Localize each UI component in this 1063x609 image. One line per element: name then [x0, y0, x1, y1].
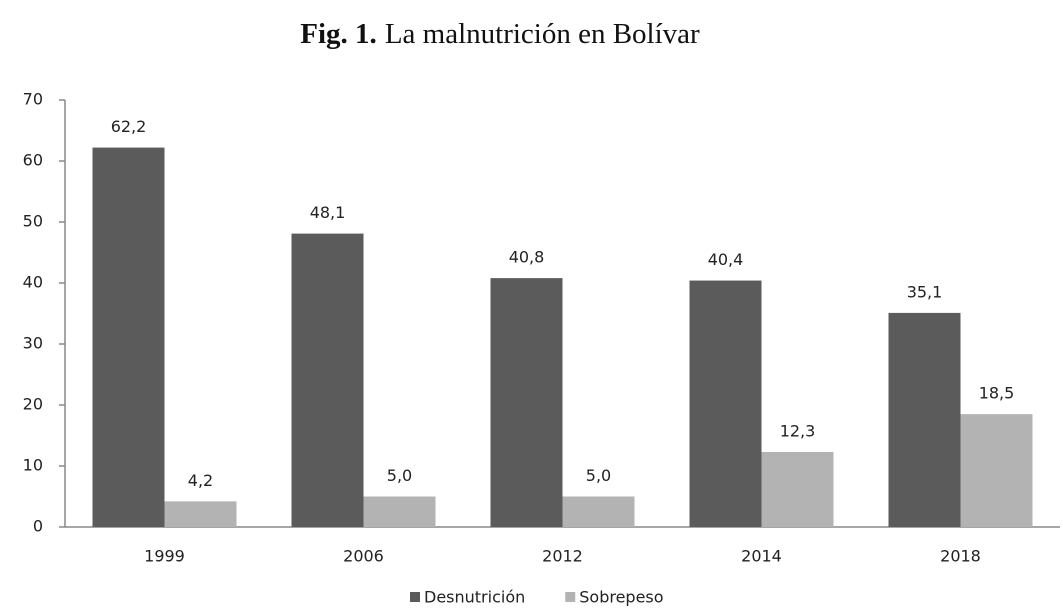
legend-label: Desnutrición	[424, 588, 525, 607]
value-label: 4,2	[188, 471, 213, 490]
value-label: 5,0	[387, 466, 412, 485]
bar	[490, 278, 563, 527]
value-label: 12,3	[780, 421, 816, 440]
value-label: 35,1	[907, 282, 943, 301]
value-label: 40,8	[509, 248, 545, 267]
bar	[689, 280, 762, 527]
y-tick-label: 60	[23, 151, 43, 170]
value-label: 62,2	[111, 117, 147, 136]
legend-swatch	[410, 592, 420, 602]
y-tick-label: 70	[23, 90, 43, 109]
figure-label: Fig. 1.	[300, 18, 377, 50]
bar	[164, 501, 237, 527]
y-tick-label: 50	[23, 212, 43, 231]
x-tick-label: 2006	[343, 547, 384, 566]
bar	[291, 233, 364, 527]
y-tick-label: 40	[23, 273, 43, 292]
y-tick-label: 0	[33, 517, 43, 536]
y-tick-label: 20	[23, 395, 43, 414]
value-label: 48,1	[310, 203, 346, 222]
value-label: 5,0	[586, 466, 611, 485]
value-label: 40,4	[708, 250, 744, 269]
value-label: 18,5	[979, 384, 1015, 403]
bar	[888, 312, 961, 527]
x-tick-label: 2018	[940, 547, 981, 566]
bar	[92, 147, 165, 527]
bar	[960, 414, 1033, 527]
y-tick-label: 30	[23, 334, 43, 353]
x-tick-label: 1999	[144, 547, 185, 566]
bar	[562, 496, 635, 527]
legend-label: Sobrepeso	[579, 588, 663, 607]
bar	[761, 451, 834, 527]
legend-swatch	[565, 592, 576, 602]
chart-title: Fig. 1. La malnutrición en Bolívar	[300, 18, 700, 50]
x-tick-label: 2012	[542, 547, 583, 566]
bar	[363, 496, 436, 527]
title-text: La malnutrición en Bolívar	[385, 18, 700, 50]
x-tick-label: 2014	[741, 547, 782, 566]
y-tick-label: 10	[23, 456, 43, 475]
